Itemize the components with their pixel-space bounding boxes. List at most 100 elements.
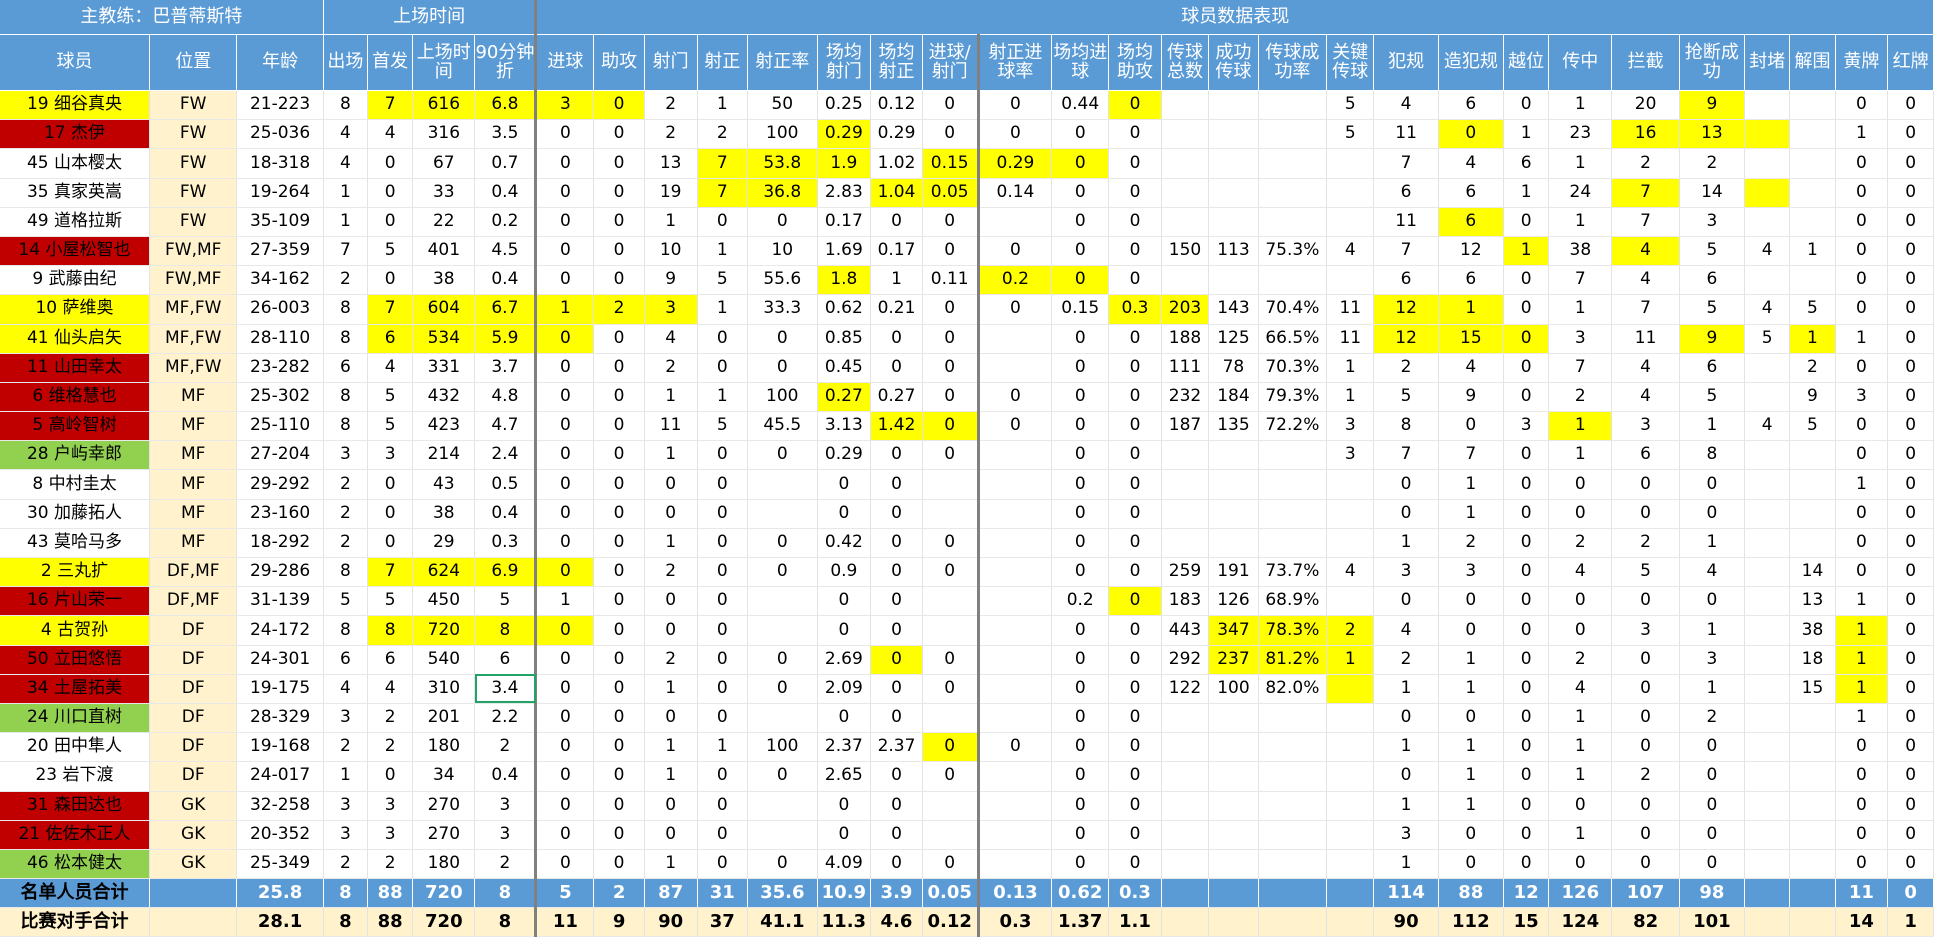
stat-cell[interactable]: 0 <box>534 820 595 850</box>
stat-cell[interactable]: 0 <box>747 528 818 559</box>
stat-cell[interactable]: 27-204 <box>236 440 324 471</box>
stat-cell[interactable]: 0 <box>1108 178 1162 208</box>
stat-cell[interactable]: 292 <box>1161 645 1210 675</box>
stat-cell[interactable] <box>1161 440 1210 471</box>
stat-cell[interactable] <box>1161 119 1210 150</box>
stat-cell[interactable]: 270 <box>412 820 476 850</box>
stat-cell[interactable]: 3 <box>1373 557 1439 588</box>
stat-cell[interactable]: 0 <box>870 499 923 529</box>
stat-cell[interactable]: 4 <box>323 674 368 704</box>
stat-cell[interactable]: 3.13 <box>817 411 872 442</box>
stat-cell[interactable]: 6 <box>1679 353 1746 383</box>
stat-cell[interactable]: 0 <box>697 674 749 704</box>
stat-cell[interactable]: 8 <box>367 615 414 646</box>
stat-cell[interactable]: 0 <box>593 732 645 763</box>
stat-cell[interactable]: 4 <box>1438 148 1504 179</box>
stat-cell[interactable] <box>1326 265 1375 296</box>
stat-cell[interactable]: 0 <box>1611 645 1680 675</box>
stat-cell[interactable]: 2 <box>1326 615 1375 646</box>
stat-cell[interactable]: 0 <box>593 586 645 617</box>
stat-cell[interactable]: 35-109 <box>236 207 324 237</box>
stat-cell[interactable] <box>976 353 1053 383</box>
stat-cell[interactable]: 0 <box>697 324 749 354</box>
totals-cell[interactable]: 5 <box>534 878 595 909</box>
stat-cell[interactable]: 7 <box>367 557 414 588</box>
stat-cell[interactable]: 70.3% <box>1258 353 1328 383</box>
stat-cell[interactable]: 0 <box>644 615 698 646</box>
stat-cell[interactable]: 1 <box>697 90 749 121</box>
stat-cell[interactable] <box>1208 703 1259 734</box>
stat-cell[interactable]: 191 <box>1208 557 1259 588</box>
player-name-cell[interactable]: 16 片山荣一 <box>0 586 151 617</box>
stat-cell[interactable]: 7 <box>697 178 749 208</box>
stat-cell[interactable]: 0 <box>1051 761 1110 792</box>
stat-cell[interactable]: 7 <box>697 148 749 179</box>
stat-cell[interactable] <box>1161 469 1210 500</box>
stat-cell[interactable]: 0 <box>534 557 595 588</box>
stat-cell[interactable]: 8 <box>323 324 368 354</box>
stat-cell[interactable] <box>1208 791 1259 821</box>
stat-cell[interactable] <box>976 645 1053 675</box>
stat-cell[interactable]: 0 <box>697 353 749 383</box>
stat-cell[interactable]: 0 <box>1503 645 1550 675</box>
stat-cell[interactable]: 624 <box>412 557 476 588</box>
stat-cell[interactable]: 0 <box>870 615 923 646</box>
stat-cell[interactable] <box>1258 703 1328 734</box>
column-header[interactable]: 成功传球 <box>1208 34 1259 91</box>
column-header[interactable]: 场均助攻 <box>1108 34 1162 91</box>
stat-cell[interactable]: 28-329 <box>236 703 324 734</box>
stat-cell[interactable]: 0 <box>1679 732 1746 763</box>
stat-cell[interactable]: 2 <box>644 353 698 383</box>
stat-cell[interactable] <box>976 528 1053 559</box>
stat-cell[interactable] <box>1258 791 1328 821</box>
stat-cell[interactable]: 3 <box>1548 324 1613 354</box>
stat-cell[interactable]: 6 <box>1438 207 1504 237</box>
player-name-cell[interactable]: 30 加藤拓人 <box>0 499 151 529</box>
stat-cell[interactable]: 0 <box>1108 849 1162 880</box>
stat-cell[interactable]: 6 <box>1611 440 1680 471</box>
player-name-cell[interactable]: 21 佐佐木正人 <box>0 820 151 850</box>
stat-cell[interactable]: 184 <box>1208 382 1259 413</box>
player-name-cell[interactable]: 2 三丸扩 <box>0 557 151 588</box>
stat-cell[interactable]: 0 <box>1373 499 1439 529</box>
stat-cell[interactable]: 5 <box>1326 119 1375 150</box>
stat-cell[interactable]: 0 <box>1887 90 1934 121</box>
stat-cell[interactable]: 0 <box>1887 849 1934 880</box>
stat-cell[interactable]: 0 <box>593 674 645 704</box>
stat-cell[interactable] <box>1326 586 1375 617</box>
stat-cell[interactable]: 1 <box>1373 528 1439 559</box>
stat-cell[interactable]: 0 <box>1373 469 1439 500</box>
stat-cell[interactable]: 18 <box>1789 645 1836 675</box>
stat-cell[interactable]: 0 <box>1373 761 1439 792</box>
stat-cell[interactable]: 2.83 <box>817 178 872 208</box>
stat-cell[interactable]: 0 <box>534 528 595 559</box>
stat-cell[interactable]: 0 <box>1835 207 1889 237</box>
stats-header[interactable]: 球员数据表现 <box>534 0 1934 35</box>
stat-cell[interactable]: 0 <box>1051 820 1110 850</box>
stat-cell[interactable]: 2.37 <box>870 732 923 763</box>
stat-cell[interactable]: 1 <box>1438 674 1504 704</box>
stat-cell[interactable]: 0.25 <box>817 90 872 121</box>
stat-cell[interactable]: 1 <box>644 528 698 559</box>
stat-cell[interactable]: 1 <box>644 674 698 704</box>
stat-cell[interactable] <box>1208 119 1259 150</box>
stat-cell[interactable]: 0 <box>1887 353 1934 383</box>
stat-cell[interactable] <box>1161 178 1210 208</box>
stat-cell[interactable] <box>1258 265 1328 296</box>
position-cell[interactable]: MF <box>149 528 238 559</box>
stat-cell[interactable]: 19-175 <box>236 674 324 704</box>
stat-cell[interactable]: 0 <box>1887 557 1934 588</box>
stat-cell[interactable]: 2.69 <box>817 645 872 675</box>
stat-cell[interactable] <box>1744 820 1791 850</box>
stat-cell[interactable]: 6 <box>1679 265 1746 296</box>
column-header[interactable]: 场均射正 <box>870 34 923 91</box>
column-header[interactable]: 进球 <box>534 34 595 91</box>
stat-cell[interactable]: 38 <box>1548 236 1613 267</box>
opponents-cell[interactable]: 101 <box>1679 907 1746 937</box>
stat-cell[interactable]: 0 <box>1611 469 1680 500</box>
stat-cell[interactable]: 0 <box>870 645 923 675</box>
opponents-cell[interactable]: 112 <box>1438 907 1504 937</box>
stat-cell[interactable]: 0 <box>1835 820 1889 850</box>
stat-cell[interactable]: 22 <box>412 207 476 237</box>
stat-cell[interactable]: 0 <box>1503 586 1550 617</box>
